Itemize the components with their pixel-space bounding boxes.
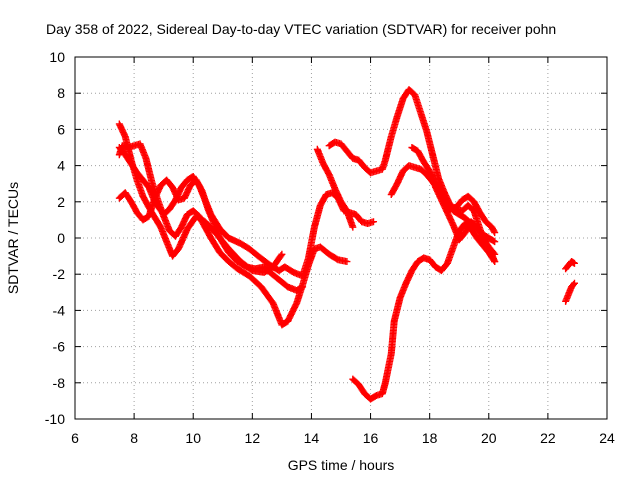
data-point — [278, 250, 286, 258]
data-point — [343, 258, 351, 266]
data-points — [115, 86, 578, 403]
x-tick-label: 6 — [71, 430, 79, 446]
data-point — [349, 223, 357, 231]
y-tick-label: 10 — [49, 49, 65, 65]
x-axis-label: GPS time / hours — [288, 457, 395, 473]
y-tick-label: -8 — [53, 375, 66, 391]
data-point — [277, 252, 285, 260]
data-point — [491, 229, 499, 237]
data-point — [491, 250, 499, 258]
y-tick-label: -6 — [53, 339, 66, 355]
data-point — [370, 218, 378, 226]
y-tick-label: 0 — [57, 230, 65, 246]
data-point — [490, 237, 498, 245]
data-point — [299, 283, 307, 291]
data-point — [490, 227, 498, 235]
y-axis-label: SDTVAR / TECUs — [5, 182, 21, 294]
x-tick-label: 12 — [245, 430, 261, 446]
x-tick-label: 20 — [481, 430, 497, 446]
y-tick-label: 8 — [57, 85, 65, 101]
data-point — [490, 256, 498, 264]
x-tick-label: 10 — [185, 430, 201, 446]
y-tick-label: 2 — [57, 194, 65, 210]
data-point — [491, 238, 499, 246]
grid — [75, 57, 607, 419]
y-tick-label: 4 — [57, 158, 65, 174]
x-tick-label: 16 — [363, 430, 379, 446]
data-point — [570, 279, 578, 287]
x-tick-label: 22 — [540, 430, 556, 446]
y-tick-label: -10 — [45, 411, 65, 427]
x-tick-label: 8 — [130, 430, 138, 446]
y-tick-label: -2 — [53, 266, 66, 282]
data-point — [570, 280, 578, 288]
y-tick-label: -4 — [53, 302, 66, 318]
x-tick-label: 18 — [422, 430, 438, 446]
data-point — [570, 259, 578, 267]
x-tick-label: 14 — [304, 430, 320, 446]
x-tick-label: 24 — [599, 430, 615, 446]
y-tick-label: 6 — [57, 121, 65, 137]
data-point — [490, 249, 498, 257]
data-point — [491, 258, 499, 266]
chart-title: Day 358 of 2022, Sidereal Day-to-day VTE… — [46, 21, 556, 37]
data-point — [297, 284, 305, 292]
